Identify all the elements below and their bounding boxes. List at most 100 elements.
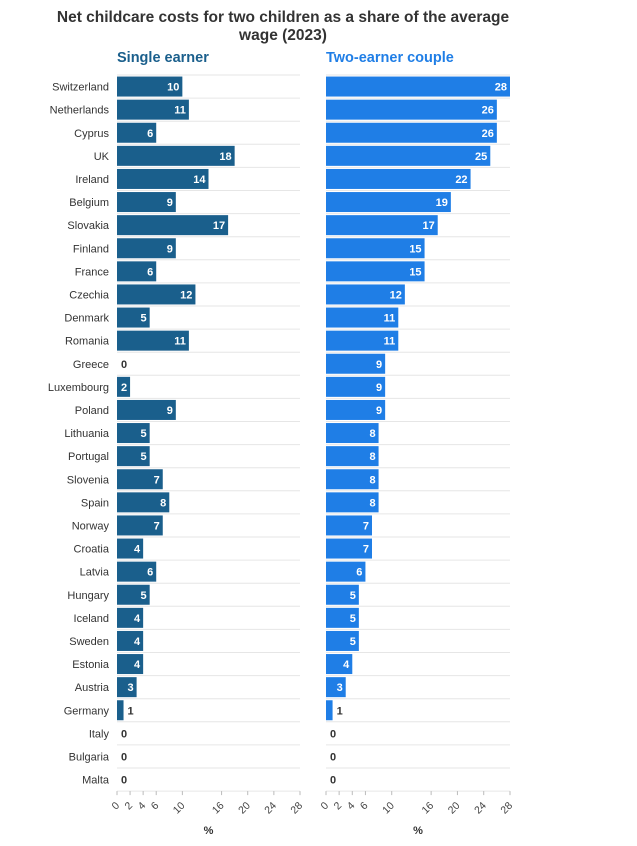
bar-two-earner-couple-lithuania [326,423,379,444]
data-label-single-earner-hungary: 5 [141,590,147,602]
data-label-single-earner-france: 6 [147,266,153,278]
single-earner-panel-title: Single earner [117,50,209,66]
data-label-single-earner-italy: 0 [121,728,127,740]
data-label-two-earner-couple-croatia: 7 [363,544,369,556]
data-label-two-earner-couple-luxembourg: 9 [376,382,382,394]
data-label-two-earner-couple-denmark: 11 [384,313,396,325]
bar-single-earner-switzerland [117,76,183,97]
category-label-germany: Germany [64,705,110,717]
data-label-single-earner-norway: 7 [154,520,160,532]
data-label-two-earner-couple-norway: 7 [363,520,369,532]
category-label-luxembourg: Luxembourg [48,382,109,394]
data-label-single-earner-latvia: 6 [147,567,153,579]
data-label-single-earner-uk: 18 [219,151,231,163]
bar-single-earner-denmark [117,307,150,328]
data-label-two-earner-couple-austria: 3 [337,682,343,694]
data-label-two-earner-couple-poland: 9 [376,405,382,417]
data-label-two-earner-couple-spain: 8 [369,497,375,509]
x-tick-label-two-earner-couple-6: 6 [358,800,371,813]
data-label-two-earner-couple-latvia: 6 [356,567,362,579]
data-label-two-earner-couple-finland: 15 [409,243,421,255]
x-tick-label-two-earner-couple-4: 4 [345,800,358,813]
bar-single-earner-france [117,261,157,282]
bar-two-earner-couple-denmark [326,307,399,328]
bar-two-earner-couple-spain [326,492,379,513]
data-label-single-earner-switzerland: 10 [167,82,179,94]
category-label-spain: Spain [81,497,109,509]
x-tick-label-two-earner-couple-0: 0 [319,800,332,813]
data-label-two-earner-couple-bulgaria: 0 [330,751,336,763]
x-tick-label-single-earner-4: 4 [136,800,149,813]
category-label-denmark: Denmark [64,313,109,325]
category-label-norway: Norway [72,520,110,532]
data-label-two-earner-couple-iceland: 5 [350,613,356,625]
data-label-single-earner-iceland: 4 [134,613,141,625]
data-label-two-earner-couple-czechia: 12 [390,289,402,301]
bar-two-earner-couple-norway [326,515,372,536]
category-label-slovakia: Slovakia [67,220,109,232]
data-label-two-earner-couple-hungary: 5 [350,590,356,602]
bar-single-earner-portugal [117,446,150,467]
category-label-slovenia: Slovenia [67,474,110,486]
category-label-uk: UK [94,151,110,163]
category-label-belgium: Belgium [69,197,109,209]
data-label-two-earner-couple-romania: 11 [384,336,396,348]
bar-two-earner-couple-sweden [326,630,359,651]
bar-two-earner-couple-romania [326,330,399,351]
data-label-single-earner-denmark: 5 [141,313,147,325]
category-label-greece: Greece [73,359,109,371]
x-tick-label-single-earner-20: 20 [236,800,253,817]
data-label-two-earner-couple-italy: 0 [330,728,336,740]
x-axis-label-two-earner-couple: % [413,825,423,837]
bar-two-earner-couple-austria [326,677,346,698]
bar-two-earner-couple-belgium [326,192,451,213]
x-tick-label-two-earner-couple-10: 10 [380,800,397,817]
data-label-two-earner-couple-slovakia: 17 [422,220,434,232]
data-label-two-earner-couple-malta: 0 [330,775,336,787]
bar-two-earner-couple-finland [326,238,425,259]
chart-title-line-1: Net childcare costs for two children as … [57,9,510,26]
data-label-single-earner-sweden: 4 [134,636,141,648]
data-label-single-earner-belgium: 9 [167,197,173,209]
data-label-two-earner-couple-sweden: 5 [350,636,356,648]
x-tick-label-single-earner-28: 28 [288,800,305,817]
bar-two-earner-couple-croatia [326,538,372,559]
category-label-austria: Austria [75,682,110,694]
category-label-netherlands: Netherlands [50,105,110,117]
category-label-croatia: Croatia [74,544,110,556]
data-label-two-earner-couple-belgium: 19 [436,197,448,209]
bar-single-earner-austria [117,677,137,698]
bar-two-earner-couple-france [326,261,425,282]
category-label-iceland: Iceland [74,613,109,625]
category-label-portugal: Portugal [68,451,109,463]
bar-two-earner-couple-czechia [326,284,405,305]
data-label-single-earner-romania: 11 [174,336,186,348]
category-label-sweden: Sweden [69,636,109,648]
two-earner-couple-panel: Two-earner couple28262625221917151512111… [319,50,516,837]
data-label-single-earner-greece: 0 [121,359,127,371]
data-label-two-earner-couple-slovenia: 8 [369,474,375,486]
bar-two-earner-couple-germany [326,700,333,721]
bar-single-earner-sweden [117,630,144,651]
data-label-single-earner-croatia: 4 [134,544,141,556]
bar-single-earner-iceland [117,607,144,628]
category-label-bulgaria: Bulgaria [69,751,110,763]
bar-two-earner-couple-cyprus [326,122,497,143]
category-label-lithuania: Lithuania [64,428,110,440]
bar-two-earner-couple-slovakia [326,215,438,236]
bar-single-earner-netherlands [117,99,189,120]
bar-single-earner-germany [117,700,124,721]
category-label-hungary: Hungary [67,590,109,602]
data-label-single-earner-spain: 8 [160,497,166,509]
bar-single-earner-uk [117,145,235,166]
x-tick-label-single-earner-0: 0 [110,800,123,813]
data-label-single-earner-slovenia: 7 [154,474,160,486]
bar-two-earner-couple-latvia [326,561,366,582]
category-label-italy: Italy [89,728,110,740]
category-label-finland: Finland [73,243,109,255]
x-tick-label-two-earner-couple-16: 16 [420,800,437,817]
bar-single-earner-poland [117,399,176,420]
bar-single-earner-lithuania [117,423,150,444]
